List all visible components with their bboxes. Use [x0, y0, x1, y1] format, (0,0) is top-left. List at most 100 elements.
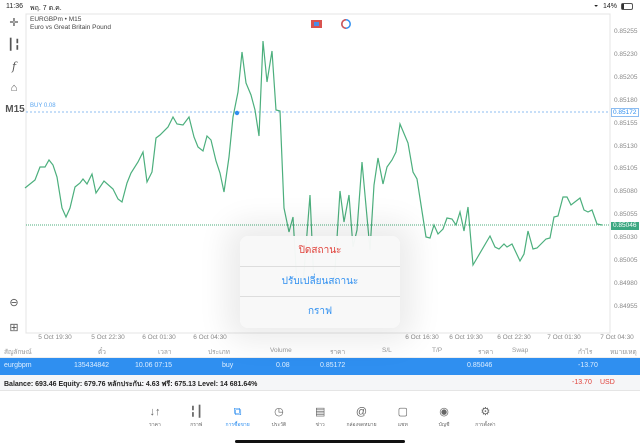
nav-label: ประวัติ — [271, 422, 287, 428]
cell-volume: 0.08 — [276, 362, 290, 369]
history-icon: ◷ — [274, 406, 284, 418]
mailbox-icon: @ — [355, 406, 368, 418]
price-tick: 0.85030 — [614, 234, 638, 242]
chart-icon: ╏┃ — [189, 406, 203, 418]
nav-label: บัญชี — [438, 422, 450, 428]
nav-item[interactable]: ◷ ประวัติ — [259, 405, 299, 429]
clock-icon-half — [341, 19, 347, 29]
price-tick: 0.84980 — [614, 279, 638, 287]
currency: USD — [600, 379, 615, 386]
news-icon: ▤ — [314, 406, 326, 418]
cell-open-price: 0.85172 — [320, 362, 346, 369]
time-tick: 6 Oct 22:30 — [497, 334, 531, 341]
table-row[interactable]: eurgbpm 135434842 10.06 07:15 buy 0.08 0… — [0, 358, 640, 375]
time-tick: 7 Oct 04:30 — [600, 334, 634, 341]
column-header[interactable]: หมายเหตุ — [610, 349, 637, 356]
nav-label: แชท — [397, 422, 408, 428]
account-summary: Balance: 693.46 Equity: 679.76 หลักประกั… — [4, 381, 258, 388]
time-tick: 6 Oct 01:30 — [142, 334, 176, 341]
nav-label: การซื้อขาย — [225, 422, 250, 428]
price-tick: 0.85130 — [614, 142, 638, 150]
chart-frame — [25, 13, 611, 334]
order-price-tag: 0.85172 — [611, 108, 639, 117]
column-header[interactable]: S/L — [382, 347, 392, 354]
symbol-description: Euro vs Great Britain Pound — [30, 24, 111, 31]
column-header[interactable]: ราคา — [330, 349, 346, 356]
cell-time: 10.06 07:15 — [135, 362, 172, 369]
price-tick: 0.85005 — [614, 257, 638, 264]
indicators-icon[interactable]: f — [11, 60, 17, 73]
price-chart[interactable]: EURGBPm • M15 Euro vs Great Britain Poun… — [0, 13, 640, 343]
nav-label: กล่องจดหมาย — [346, 422, 377, 428]
account-icon: ◉ — [439, 406, 449, 418]
cell-ticket: 135434842 — [74, 362, 110, 369]
time-tick: 7 Oct 01:30 — [547, 334, 581, 341]
price-tick: 0.85205 — [614, 73, 638, 81]
price-tick: 0.85080 — [614, 188, 638, 196]
chat-icon: ▢ — [397, 406, 408, 418]
order-line-label: BUY 0.08 — [30, 103, 56, 109]
column-header[interactable]: ราคา — [478, 349, 494, 356]
current-price-tag: 0.85046 — [611, 222, 639, 230]
battery-icon — [621, 3, 633, 10]
column-header[interactable]: Swap — [512, 347, 529, 354]
symbol-title: EURGBPm • M15 — [30, 16, 82, 23]
status-date: พฤ. 7 ต.ค. — [30, 5, 62, 12]
position-action-menu: ปิดสถานะ ปรับเปลี่ยนสถานะ กราฟ — [240, 236, 400, 328]
price-tick: 0.85105 — [614, 165, 638, 173]
objects-icon[interactable]: ⌂ — [10, 82, 18, 94]
nav-item[interactable]: ⚙ การตั้งค่า — [465, 405, 505, 429]
close-position-button[interactable]: ปิดสถานะ — [240, 236, 400, 267]
crosshair-icon[interactable]: ✛ — [9, 17, 19, 29]
status-bar: 11:36 พฤ. 7 ต.ค. ◒ 14% — [0, 0, 640, 13]
zoom-icon[interactable]: ⊖ — [9, 297, 19, 309]
column-header[interactable]: สัญลักษณ์ — [4, 349, 32, 356]
battery-level: 14% — [603, 3, 618, 10]
nav-item[interactable]: @ กล่องจดหมาย — [342, 405, 382, 429]
status-time: 11:36 — [6, 3, 23, 10]
total-profit: -13.70 — [572, 379, 592, 386]
column-header[interactable]: Volume — [270, 347, 292, 354]
candlestick-icon[interactable]: ┃╏ — [7, 39, 21, 51]
cell-profit: -13.70 — [578, 362, 598, 369]
home-indicator — [235, 440, 405, 443]
price-tick: 0.85230 — [614, 50, 638, 58]
time-tick: 5 Oct 22:30 — [91, 334, 125, 341]
nav-label: ราคา — [149, 422, 161, 428]
price-tick: 0.85180 — [614, 96, 638, 104]
cell-symbol: eurgbpm — [4, 362, 32, 369]
wifi-icon: ◒ — [594, 2, 599, 9]
price-tick: 0.85255 — [614, 28, 638, 35]
quotes-icon: ↓↑ — [149, 406, 161, 418]
trade-icon: ⧉ — [233, 406, 242, 418]
nav-item[interactable]: ⧉ การซื้อขาย — [218, 405, 258, 429]
time-tick: 6 Oct 04:30 — [193, 334, 227, 341]
timeframe-button[interactable]: M15 — [5, 104, 25, 115]
nav-item[interactable]: ╏┃ กราฟ — [176, 405, 216, 429]
price-tick: 0.85155 — [614, 119, 638, 127]
time-tick: 6 Oct 19:30 — [449, 334, 483, 341]
column-header[interactable]: ตั๋ว — [98, 349, 106, 356]
price-tick: 0.85055 — [614, 211, 638, 219]
entry-point-marker — [234, 110, 240, 116]
positions-table-header: สัญลักษณ์ ตั๋ว เวลา ประเภท Volume ราคา S/L T/P ร… — [0, 344, 640, 358]
nav-label: การตั้งค่า — [475, 422, 496, 428]
trade-icon-inner — [314, 22, 319, 26]
settings-icon: ⚙ — [480, 406, 491, 418]
column-header[interactable]: กำไร — [578, 349, 593, 356]
nav-label: ข่าว — [315, 422, 325, 428]
modify-position-button[interactable]: ปรับเปลี่ยนสถานะ — [240, 267, 400, 298]
nav-item[interactable]: ▢ แชท — [383, 405, 423, 429]
add-icon[interactable]: ⊞ — [9, 322, 19, 334]
chart-button[interactable]: กราฟ — [307, 306, 333, 318]
nav-item[interactable]: ▤ ข่าว — [300, 405, 340, 429]
price-tick: 0.84955 — [614, 302, 638, 310]
column-header[interactable]: ประเภท — [208, 349, 230, 356]
cell-price: 0.85046 — [467, 362, 493, 369]
nav-item[interactable]: ◉ บัญชี — [424, 405, 464, 429]
nav-label: กราฟ — [190, 422, 203, 428]
column-header[interactable]: เวลา — [158, 349, 172, 356]
time-tick: 6 Oct 16:30 — [405, 334, 439, 341]
column-header[interactable]: T/P — [432, 347, 443, 354]
nav-item[interactable]: ↓↑ ราคา — [135, 405, 175, 429]
